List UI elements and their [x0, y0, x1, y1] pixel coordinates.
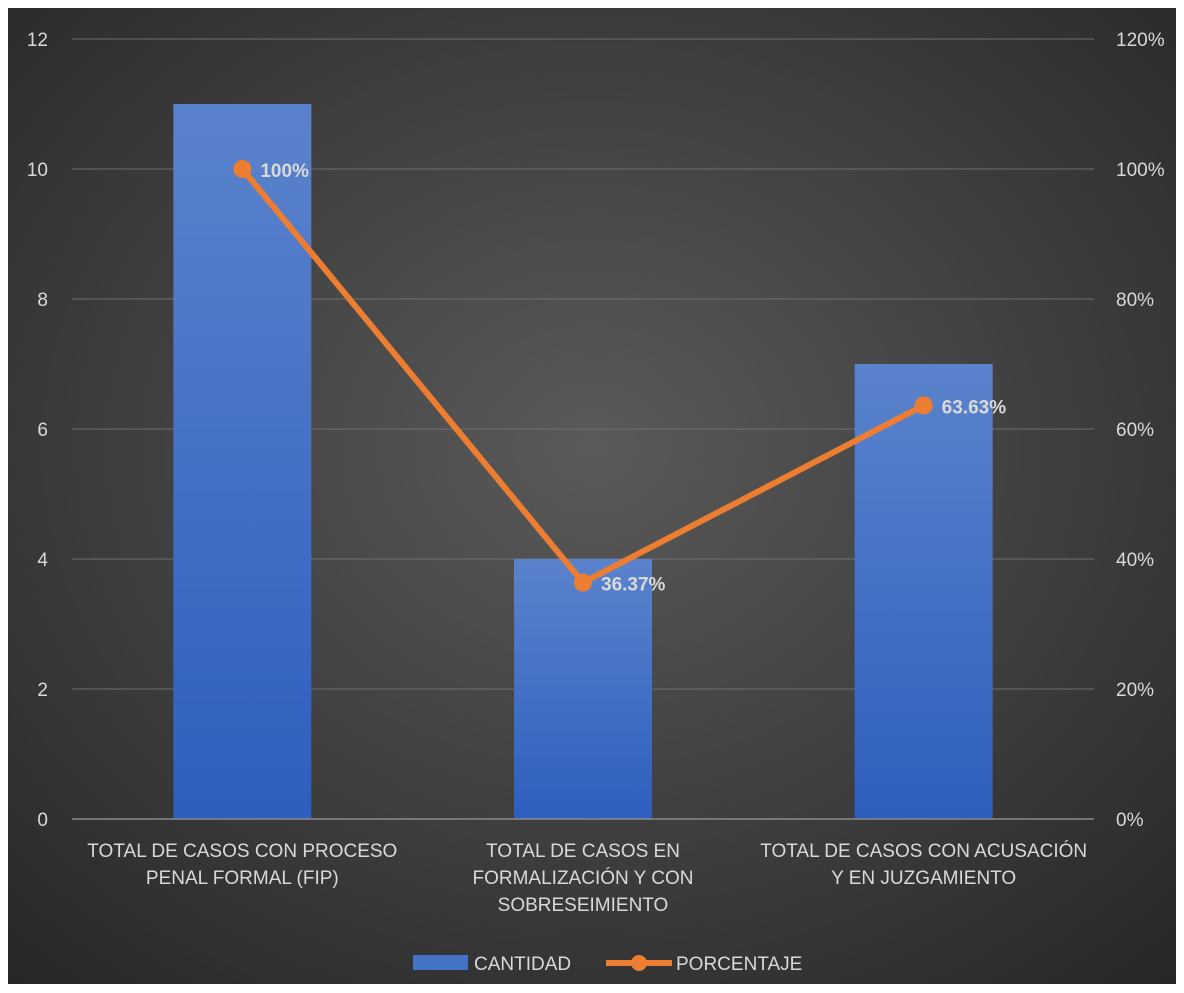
legend-label-cantidad: CANTIDAD	[474, 954, 571, 975]
y-right-tick-label: 80%	[1116, 290, 1154, 311]
y-right-tick-label: 60%	[1116, 420, 1154, 441]
data-label: 100%	[260, 161, 309, 182]
legend: CANTIDAD PORCENTAJE	[413, 954, 802, 975]
y-right-tick-label: 0%	[1116, 810, 1144, 831]
x-tick-label: TOTAL DE CASOS CON PROCESO PENAL FORMAL (…	[87, 841, 397, 889]
bar-cantidad	[854, 364, 993, 819]
x-tick-label: TOTAL DE CASOS EN FORMALIZACIÓN Y CON SOBR…	[473, 841, 694, 916]
y-left-tick-label: 8	[37, 290, 48, 311]
y-right-tick-label: 100%	[1116, 160, 1165, 181]
data-label: 63.63%	[942, 397, 1007, 418]
line-point	[574, 573, 592, 592]
y-left-tick-label: 6	[37, 420, 48, 441]
y-right-tick-label: 20%	[1116, 680, 1154, 701]
line-point	[914, 396, 933, 415]
y-left-tick-label: 4	[37, 550, 48, 571]
x-tick-label: TOTAL DE CASOS CON ACUSACIÓN Y EN JUZGAMI…	[760, 840, 1087, 889]
y-right-tick-label: 120%	[1116, 30, 1165, 51]
line-point	[233, 160, 252, 178]
bar-cantidad	[514, 559, 652, 819]
y-left-tick-label: 10	[27, 160, 48, 181]
y-left-tick-label: 2	[37, 680, 48, 701]
y-left-tick-label: 12	[27, 30, 48, 51]
legend-label-porcentaje: PORCENTAJE	[676, 954, 802, 975]
y-left-tick-label: 0	[37, 810, 48, 831]
legend-marker-porcentaje	[631, 955, 647, 971]
bar-cantidad	[173, 104, 312, 819]
legend-swatch-cantidad	[413, 955, 468, 970]
data-label: 36.37%	[601, 575, 666, 596]
y-right-tick-label: 40%	[1116, 550, 1154, 571]
line-series: 100% 36.37% 63.63%	[233, 160, 1006, 596]
